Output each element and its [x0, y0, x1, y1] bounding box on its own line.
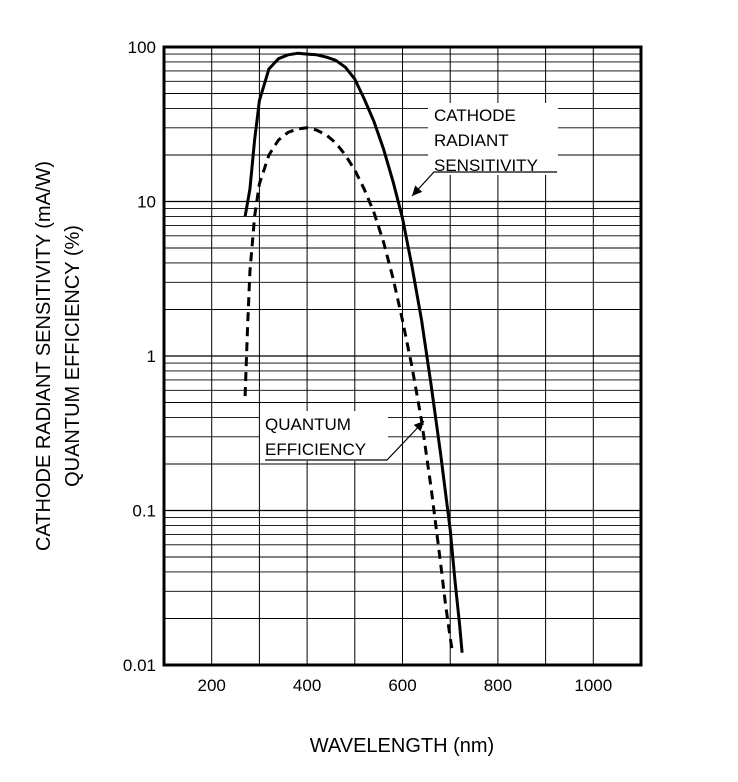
x-tick-label: 800: [484, 676, 512, 695]
y-tick-label: 10: [137, 193, 156, 212]
arrowhead: [413, 421, 424, 432]
annotation-background: [428, 103, 558, 175]
arrowhead: [412, 185, 423, 196]
x-tick-label: 600: [388, 676, 416, 695]
annotations: CATHODE RADIANT SENSITIVITY QUANTUM EFFICIEN…: [260, 103, 558, 461]
y-tick-label: 1: [147, 347, 156, 366]
series-line-quantum-efficiency: [243, 126, 455, 654]
x-axis-label: WAVELENGTH (nm): [310, 735, 494, 757]
y-tick-label: 0.1: [132, 502, 156, 521]
x-tick-label: 200: [198, 676, 226, 695]
grid: [164, 47, 641, 665]
leader-line: [411, 171, 557, 197]
plot-frame: [162, 45, 643, 667]
y-axis-label-line1: CATHODE RADIANT SENSITIVITY (mA/W): [33, 161, 55, 551]
y-axis-label-line2: QUANTUM EFFICIENCY (%): [62, 225, 84, 487]
annotation-text: QUANTUM: [265, 415, 351, 434]
x-tick-label: 400: [293, 676, 321, 695]
y-tick-label: 100: [128, 38, 156, 57]
annotation-cathode-radiant-sensitivity: CATHODE RADIANT SENSITIVITY: [411, 103, 558, 197]
annotation-text: SENSITIVITY: [434, 156, 538, 175]
series-line-cathode-radiant-sensitivity: [243, 51, 464, 653]
annotation-quantum-efficiency: QUANTUM EFFICIENCY: [260, 411, 425, 461]
leader-line: [265, 420, 425, 461]
y-tick-label: 0.01: [123, 656, 156, 675]
tick-labels: 200 400 600 800 1000 0.01 0.1 1 10 100: [123, 38, 612, 695]
annotation-text: EFFICIENCY: [265, 440, 366, 459]
x-tick-label: 1000: [574, 676, 612, 695]
data-series: [243, 51, 464, 654]
annotation-text: CATHODE: [434, 106, 516, 125]
annotation-text: RADIANT: [434, 131, 509, 150]
annotation-background: [260, 411, 388, 461]
